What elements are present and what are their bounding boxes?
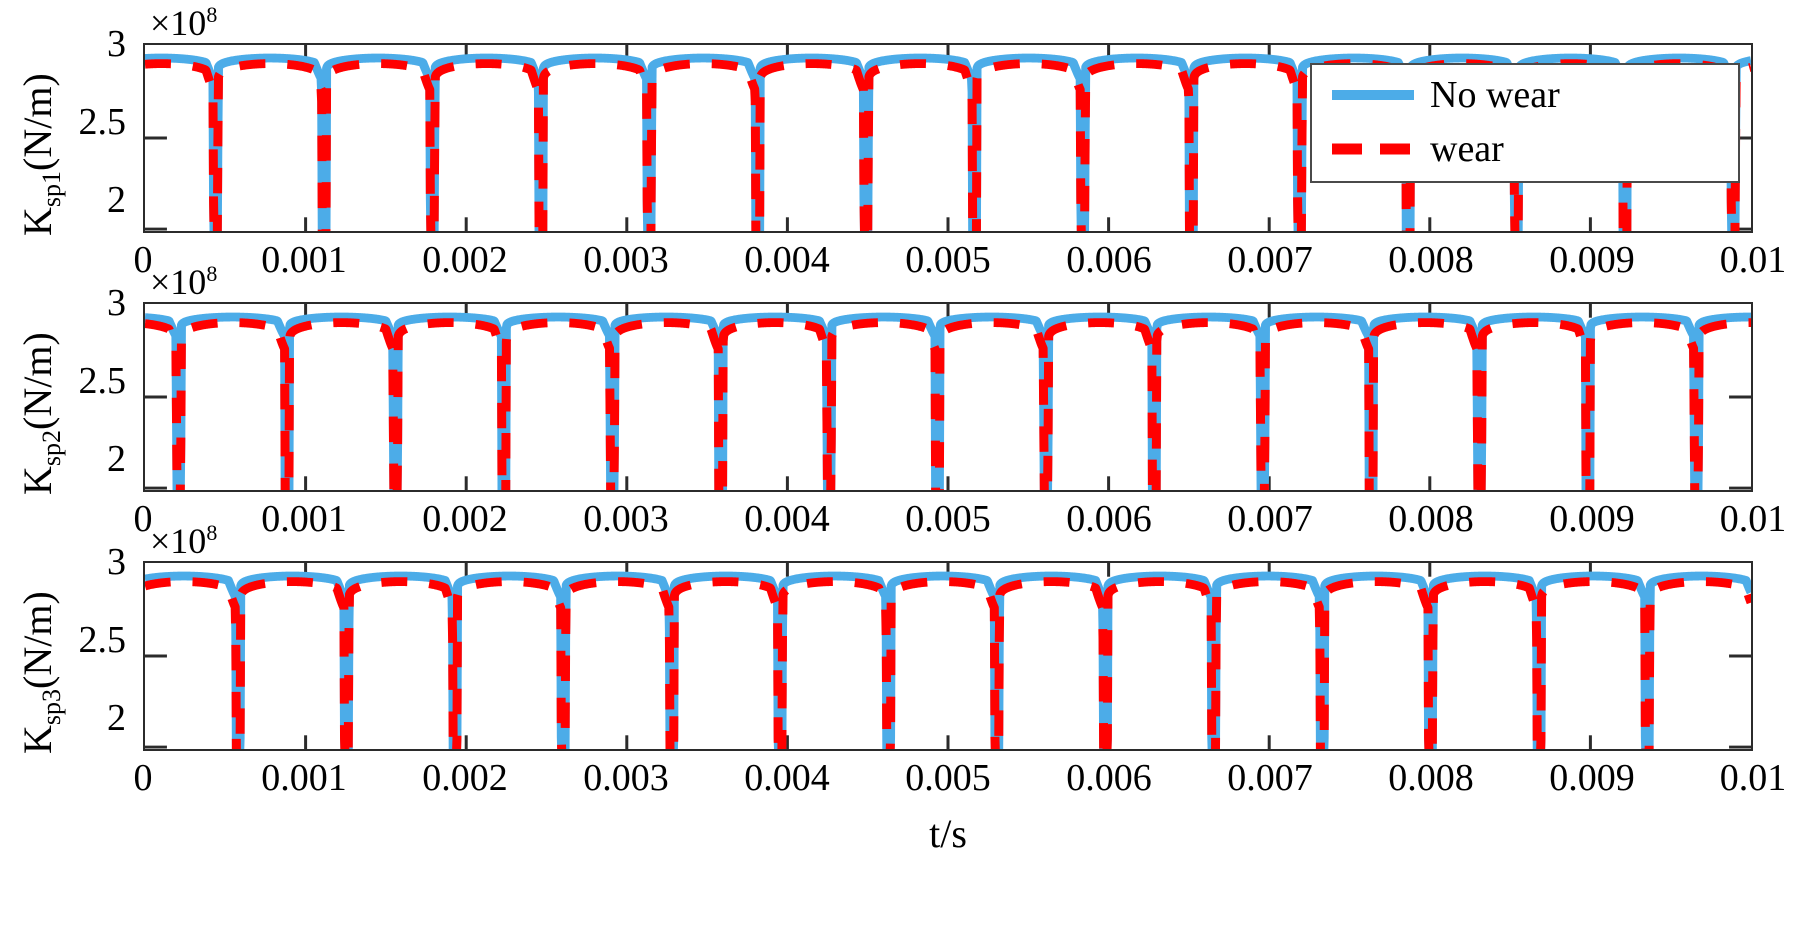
- ytick-label: 2.5: [78, 360, 127, 402]
- ytick-label: 3: [107, 23, 126, 65]
- ylabel-ksp2: Ksp2(N/m): [14, 332, 66, 495]
- xtick-label: 0.006: [1066, 498, 1152, 540]
- xtick-label: 0: [133, 239, 153, 281]
- ytick-ksp2-3: 3: [78, 281, 126, 325]
- ylabel-ksp1-main: K: [15, 207, 60, 236]
- xtick-label: 0.004: [744, 757, 830, 799]
- ytick-marks-ksp2: [145, 395, 1751, 490]
- xtick-label: 0.002: [422, 757, 508, 799]
- ytick-label: 2: [107, 697, 126, 739]
- xtick-label: 0.009: [1549, 757, 1635, 799]
- legend-swatch-wear: [1330, 127, 1416, 171]
- xtick-marks-ksp3: [304, 563, 1592, 749]
- xtick-label: 0.006: [1066, 757, 1152, 799]
- xtick-label: 0.005: [905, 498, 991, 540]
- xtick-label: 0.005: [905, 757, 991, 799]
- xtick-label: 0.008: [1388, 498, 1474, 540]
- ytick-label: 3: [107, 541, 126, 583]
- exponent-mantissa-ksp1: ×10: [150, 3, 207, 43]
- exponent-label-ksp2: ×108: [150, 261, 217, 303]
- xtick-label: 0.007: [1227, 757, 1313, 799]
- xtick-label: 0.004: [744, 239, 830, 281]
- xtick-label: 0.009: [1549, 239, 1635, 281]
- xtick-marks-ksp2: [304, 304, 1592, 490]
- legend-swatch-no-wear: [1330, 73, 1416, 117]
- plot-svg-ksp2: [145, 304, 1751, 490]
- xtick-label: 0.004: [744, 498, 830, 540]
- ylabel-ksp2-main: K: [15, 466, 60, 495]
- xtick-label: 0.002: [422, 498, 508, 540]
- plot-area-ksp3[interactable]: [143, 561, 1753, 751]
- ytick-label: 2: [107, 438, 126, 480]
- xtick-label: 0.01: [1719, 239, 1787, 281]
- legend-label-wear: wear: [1430, 128, 1504, 170]
- ytick-ksp3-3: 3: [78, 540, 126, 584]
- ylabel-ksp3-sub: sp3: [37, 688, 66, 726]
- xtick-label: 0.008: [1388, 757, 1474, 799]
- xtick-label: 0.007: [1227, 498, 1313, 540]
- exponent-power-ksp2: 8: [206, 261, 218, 286]
- exponent-mantissa-ksp3: ×10: [150, 521, 207, 561]
- legend-entry-wear[interactable]: wear: [1330, 127, 1504, 171]
- exponent-label-ksp3: ×108: [150, 520, 217, 562]
- xtick-label: 0: [133, 498, 153, 540]
- xtick-label: 0.003: [583, 757, 669, 799]
- curve-wear-ksp3: [145, 577, 1751, 749]
- curve-wear-ksp2: [145, 318, 1751, 490]
- curve-no-wear-ksp2: [145, 312, 1751, 490]
- legend[interactable]: No wear wear: [1310, 63, 1740, 183]
- plot-area-ksp1[interactable]: No wear wear: [143, 43, 1753, 233]
- xtick-labels-ksp1: 0 0.001 0.002 0.003 0.004 0.005 0.006 0.007 0.00…: [0, 238, 1794, 290]
- ylabel-ksp3: Ksp3(N/m): [14, 591, 66, 754]
- xtick-label: 0.003: [583, 239, 669, 281]
- xtick-label: 0.006: [1066, 239, 1152, 281]
- ytick-label: 2.5: [78, 619, 127, 661]
- ytick-label: 3: [107, 282, 126, 324]
- ytick-ksp2-25: 2.5: [44, 359, 127, 403]
- xtick-label: 0.01: [1719, 498, 1787, 540]
- ytick-label: 2: [107, 179, 126, 221]
- ytick-ksp1-2: 2: [78, 178, 126, 222]
- exponent-power-ksp1: 8: [206, 2, 218, 27]
- plot-svg-ksp3: [145, 563, 1751, 749]
- xtick-label: 0.002: [422, 239, 508, 281]
- ytick-ksp3-25: 2.5: [44, 618, 127, 662]
- subplot-ksp2: Ksp2(N/m) ×108 3 2.5 2 0 0.001 0.002 0.003 0…: [0, 259, 1794, 540]
- exponent-mantissa-ksp2: ×10: [150, 262, 207, 302]
- ytick-ksp2-2: 2: [78, 437, 126, 481]
- ylabel-ksp2-sub: sp2: [37, 429, 66, 467]
- xtick-label: 0.005: [905, 239, 991, 281]
- xtick-label: 0.008: [1388, 239, 1474, 281]
- subplot-ksp3: Ksp3(N/m) ×108 3 2.5 2 0 0.001 0.002 0.003 0…: [0, 518, 1794, 856]
- curve-no-wear-ksp3: [145, 571, 1751, 749]
- legend-entry-no-wear[interactable]: No wear: [1330, 73, 1560, 117]
- xtick-label: 0: [133, 757, 153, 799]
- xtick-label: 0.007: [1227, 239, 1313, 281]
- ytick-ksp1-3: 3: [78, 22, 126, 66]
- ytick-ksp3-2: 2: [78, 696, 126, 740]
- ylabel-ksp3-main: K: [15, 725, 60, 754]
- exponent-label-ksp1: ×108: [150, 2, 217, 44]
- curve-no-wear-ksp1: [145, 53, 1751, 231]
- subplot-ksp1: Ksp1(N/m) ×108 3 2.5 2: [0, 0, 1794, 281]
- ylabel-ksp1-sub: sp1: [37, 170, 66, 208]
- legend-label-no-wear: No wear: [1430, 74, 1560, 116]
- ytick-label: 2.5: [78, 101, 127, 143]
- ytick-ksp1-25: 2.5: [44, 100, 127, 144]
- xtick-labels-ksp2: 0 0.001 0.002 0.003 0.004 0.005 0.006 0.007 0.00…: [0, 497, 1794, 549]
- xtick-labels-ksp3: 0 0.001 0.002 0.003 0.004 0.005 0.006 0.007 0.00…: [0, 756, 1794, 808]
- ylabel-ksp1: Ksp1(N/m): [14, 73, 66, 236]
- xtick-label: 0.001: [261, 757, 347, 799]
- xtick-label: 0.01: [1719, 757, 1787, 799]
- xtick-label: 0.001: [261, 498, 347, 540]
- xtick-label: 0.003: [583, 498, 669, 540]
- xtick-label: 0.009: [1549, 498, 1635, 540]
- exponent-power-ksp3: 8: [206, 520, 218, 545]
- xaxis-label: t/s: [929, 811, 967, 856]
- xtick-label: 0.001: [261, 239, 347, 281]
- plot-area-ksp2[interactable]: [143, 302, 1753, 492]
- ytick-marks-ksp3: [145, 654, 1751, 749]
